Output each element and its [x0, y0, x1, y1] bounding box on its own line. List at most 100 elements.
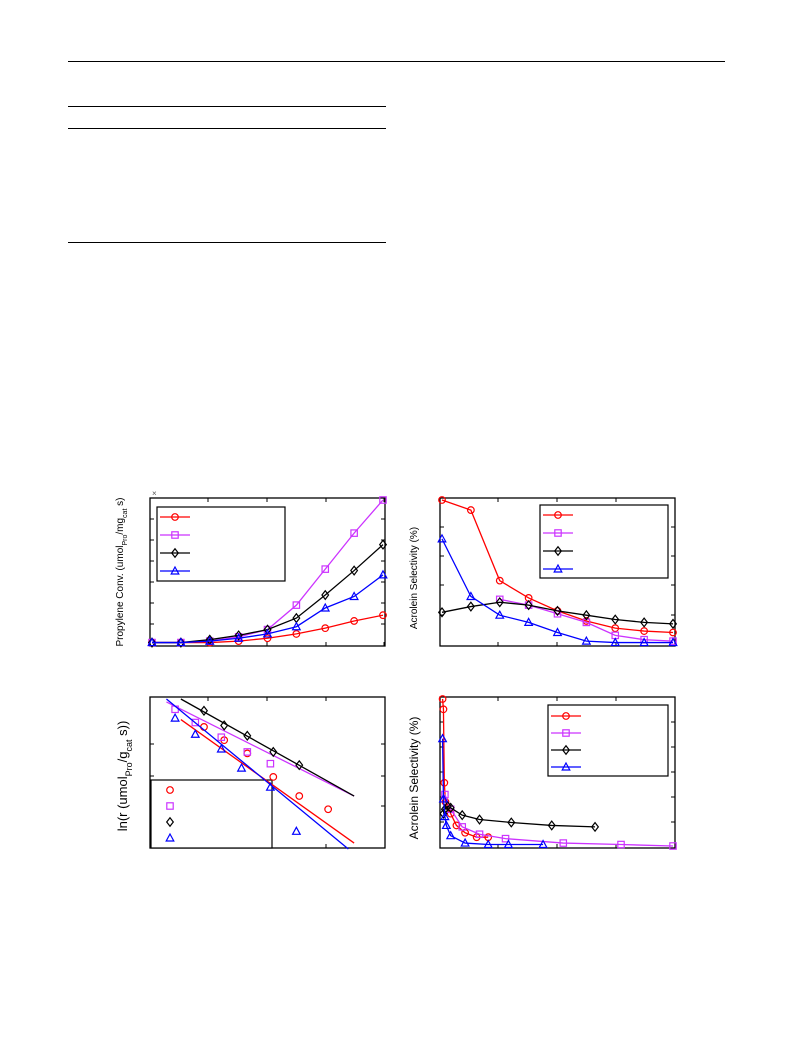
data-point-0-3-1	[176, 637, 186, 647]
data-point-1-0-1	[466, 506, 475, 514]
data-point-3-2-6	[507, 817, 516, 828]
legend-marker-2-3	[165, 832, 175, 842]
series-line-1-2	[441, 601, 674, 625]
legend-box-2	[150, 779, 273, 849]
legend-marker-3-1	[562, 729, 570, 737]
series-line-3-0	[441, 698, 489, 838]
legend-marker-3-2	[561, 744, 571, 756]
data-point-2-2-0	[199, 705, 209, 717]
data-point-2-3-5	[291, 826, 302, 835]
data-point-3-2-8	[590, 821, 600, 833]
data-point-3-1-4	[501, 834, 510, 843]
legend-marker-1-3	[553, 563, 563, 573]
data-point-3-2-4	[458, 809, 467, 821]
y-axis-label-bottom-left: ln(r (umolPro/gcat s))	[115, 721, 134, 832]
data-point-2-1-3	[243, 748, 252, 756]
data-point-3-2-5	[475, 814, 484, 825]
fit-line-2-3	[166, 698, 349, 850]
legend-box-3	[547, 704, 669, 777]
data-point-0-0-7	[350, 617, 359, 625]
data-point-2-1-4	[266, 759, 275, 768]
data-point-2-2-1	[220, 720, 229, 731]
y-axis-label-top-right: Acrolein Selectivity (%)	[409, 527, 420, 629]
data-point-0-1-6	[321, 565, 330, 573]
data-point-1-0-0	[438, 496, 446, 504]
data-point-2-2-4	[295, 759, 304, 771]
table-bottom-rule	[68, 242, 386, 243]
data-point-2-1-1	[191, 718, 200, 727]
data-point-3-0-1	[439, 705, 448, 714]
data-point-0-1-5	[292, 601, 301, 609]
data-point-1-2-7	[640, 617, 649, 628]
data-point-3-1-7	[669, 842, 677, 850]
legend-box-1	[539, 504, 669, 579]
data-point-2-3-0	[170, 712, 180, 722]
data-point-0-3-7	[349, 591, 359, 601]
data-point-3-2-7	[547, 820, 556, 831]
fit-line-2-1	[166, 701, 355, 797]
series-line-3-1	[444, 794, 674, 847]
data-point-3-3-8	[538, 839, 548, 849]
data-point-1-2-2	[495, 596, 504, 608]
data-point-3-3-0	[437, 733, 448, 743]
data-point-0-2-0	[147, 637, 157, 648]
data-point-1-3-2	[494, 609, 505, 619]
data-point-2-1-2	[217, 733, 226, 742]
legend-marker-2-0	[166, 786, 174, 794]
data-point-2-2-2	[243, 730, 252, 742]
series-line-1-3	[441, 538, 673, 644]
legend-marker-3-0	[562, 712, 570, 720]
data-point-0-3-5	[291, 621, 302, 631]
table-mid-rule	[68, 128, 386, 129]
data-point-1-0-8	[669, 628, 677, 637]
legend-marker-0-1	[171, 531, 179, 539]
series-line-3-2	[442, 805, 596, 828]
data-point-2-0-4	[295, 792, 304, 800]
data-point-1-3-7	[639, 637, 649, 647]
data-point-0-3-4	[262, 628, 273, 638]
data-point-3-0-0	[438, 695, 447, 703]
data-point-0-1-7	[350, 529, 358, 537]
data-point-1-2-0	[437, 607, 447, 618]
fit-line-2-0	[180, 719, 355, 844]
table-top-rule	[68, 106, 386, 107]
data-point-3-3-7	[503, 839, 514, 849]
legend-marker-0-2	[170, 547, 180, 559]
data-point-1-2-1	[466, 601, 475, 612]
data-point-3-1-5	[559, 839, 568, 847]
legend-box-0	[156, 506, 286, 582]
data-point-0-3-2	[204, 635, 215, 645]
data-point-3-1-6	[617, 840, 625, 849]
data-point-0-1-8	[379, 496, 387, 504]
data-point-1-2-5	[582, 609, 591, 621]
legend-marker-1-2	[553, 545, 563, 557]
data-point-3-1-3	[475, 830, 484, 839]
data-point-0-0-8	[379, 611, 387, 620]
data-point-3-3-4	[445, 830, 456, 840]
data-point-0-2-3	[234, 630, 243, 641]
data-point-3-3-3	[441, 820, 452, 830]
multiplier-mark: ×	[152, 489, 157, 498]
data-point-2-0-3	[269, 773, 278, 781]
legend-marker-1-0	[554, 511, 562, 519]
legend-marker-2-2	[165, 816, 175, 828]
data-point-1-3-4	[552, 627, 563, 637]
legend-marker-3-3	[561, 761, 571, 771]
data-point-2-3-3	[236, 762, 247, 772]
data-point-1-2-8	[668, 618, 678, 630]
data-point-0-2-6	[321, 589, 330, 601]
data-point-2-3-1	[190, 729, 201, 738]
data-point-2-0-5	[324, 805, 333, 814]
data-point-0-2-8	[378, 539, 388, 550]
legend-marker-1-1	[554, 529, 562, 537]
data-point-0-3-6	[320, 602, 331, 612]
data-point-3-3-6	[483, 839, 494, 849]
data-point-3-3-5	[460, 837, 470, 847]
y-axis-label-top-left: Propylene Conv. (umolPro/mgcat s)	[115, 497, 129, 646]
data-point-0-3-0	[147, 637, 157, 647]
data-point-1-0-7	[640, 627, 649, 635]
data-point-3-3-2	[440, 811, 450, 821]
series-line-3-3	[441, 738, 544, 846]
data-point-2-2-3	[269, 746, 278, 758]
